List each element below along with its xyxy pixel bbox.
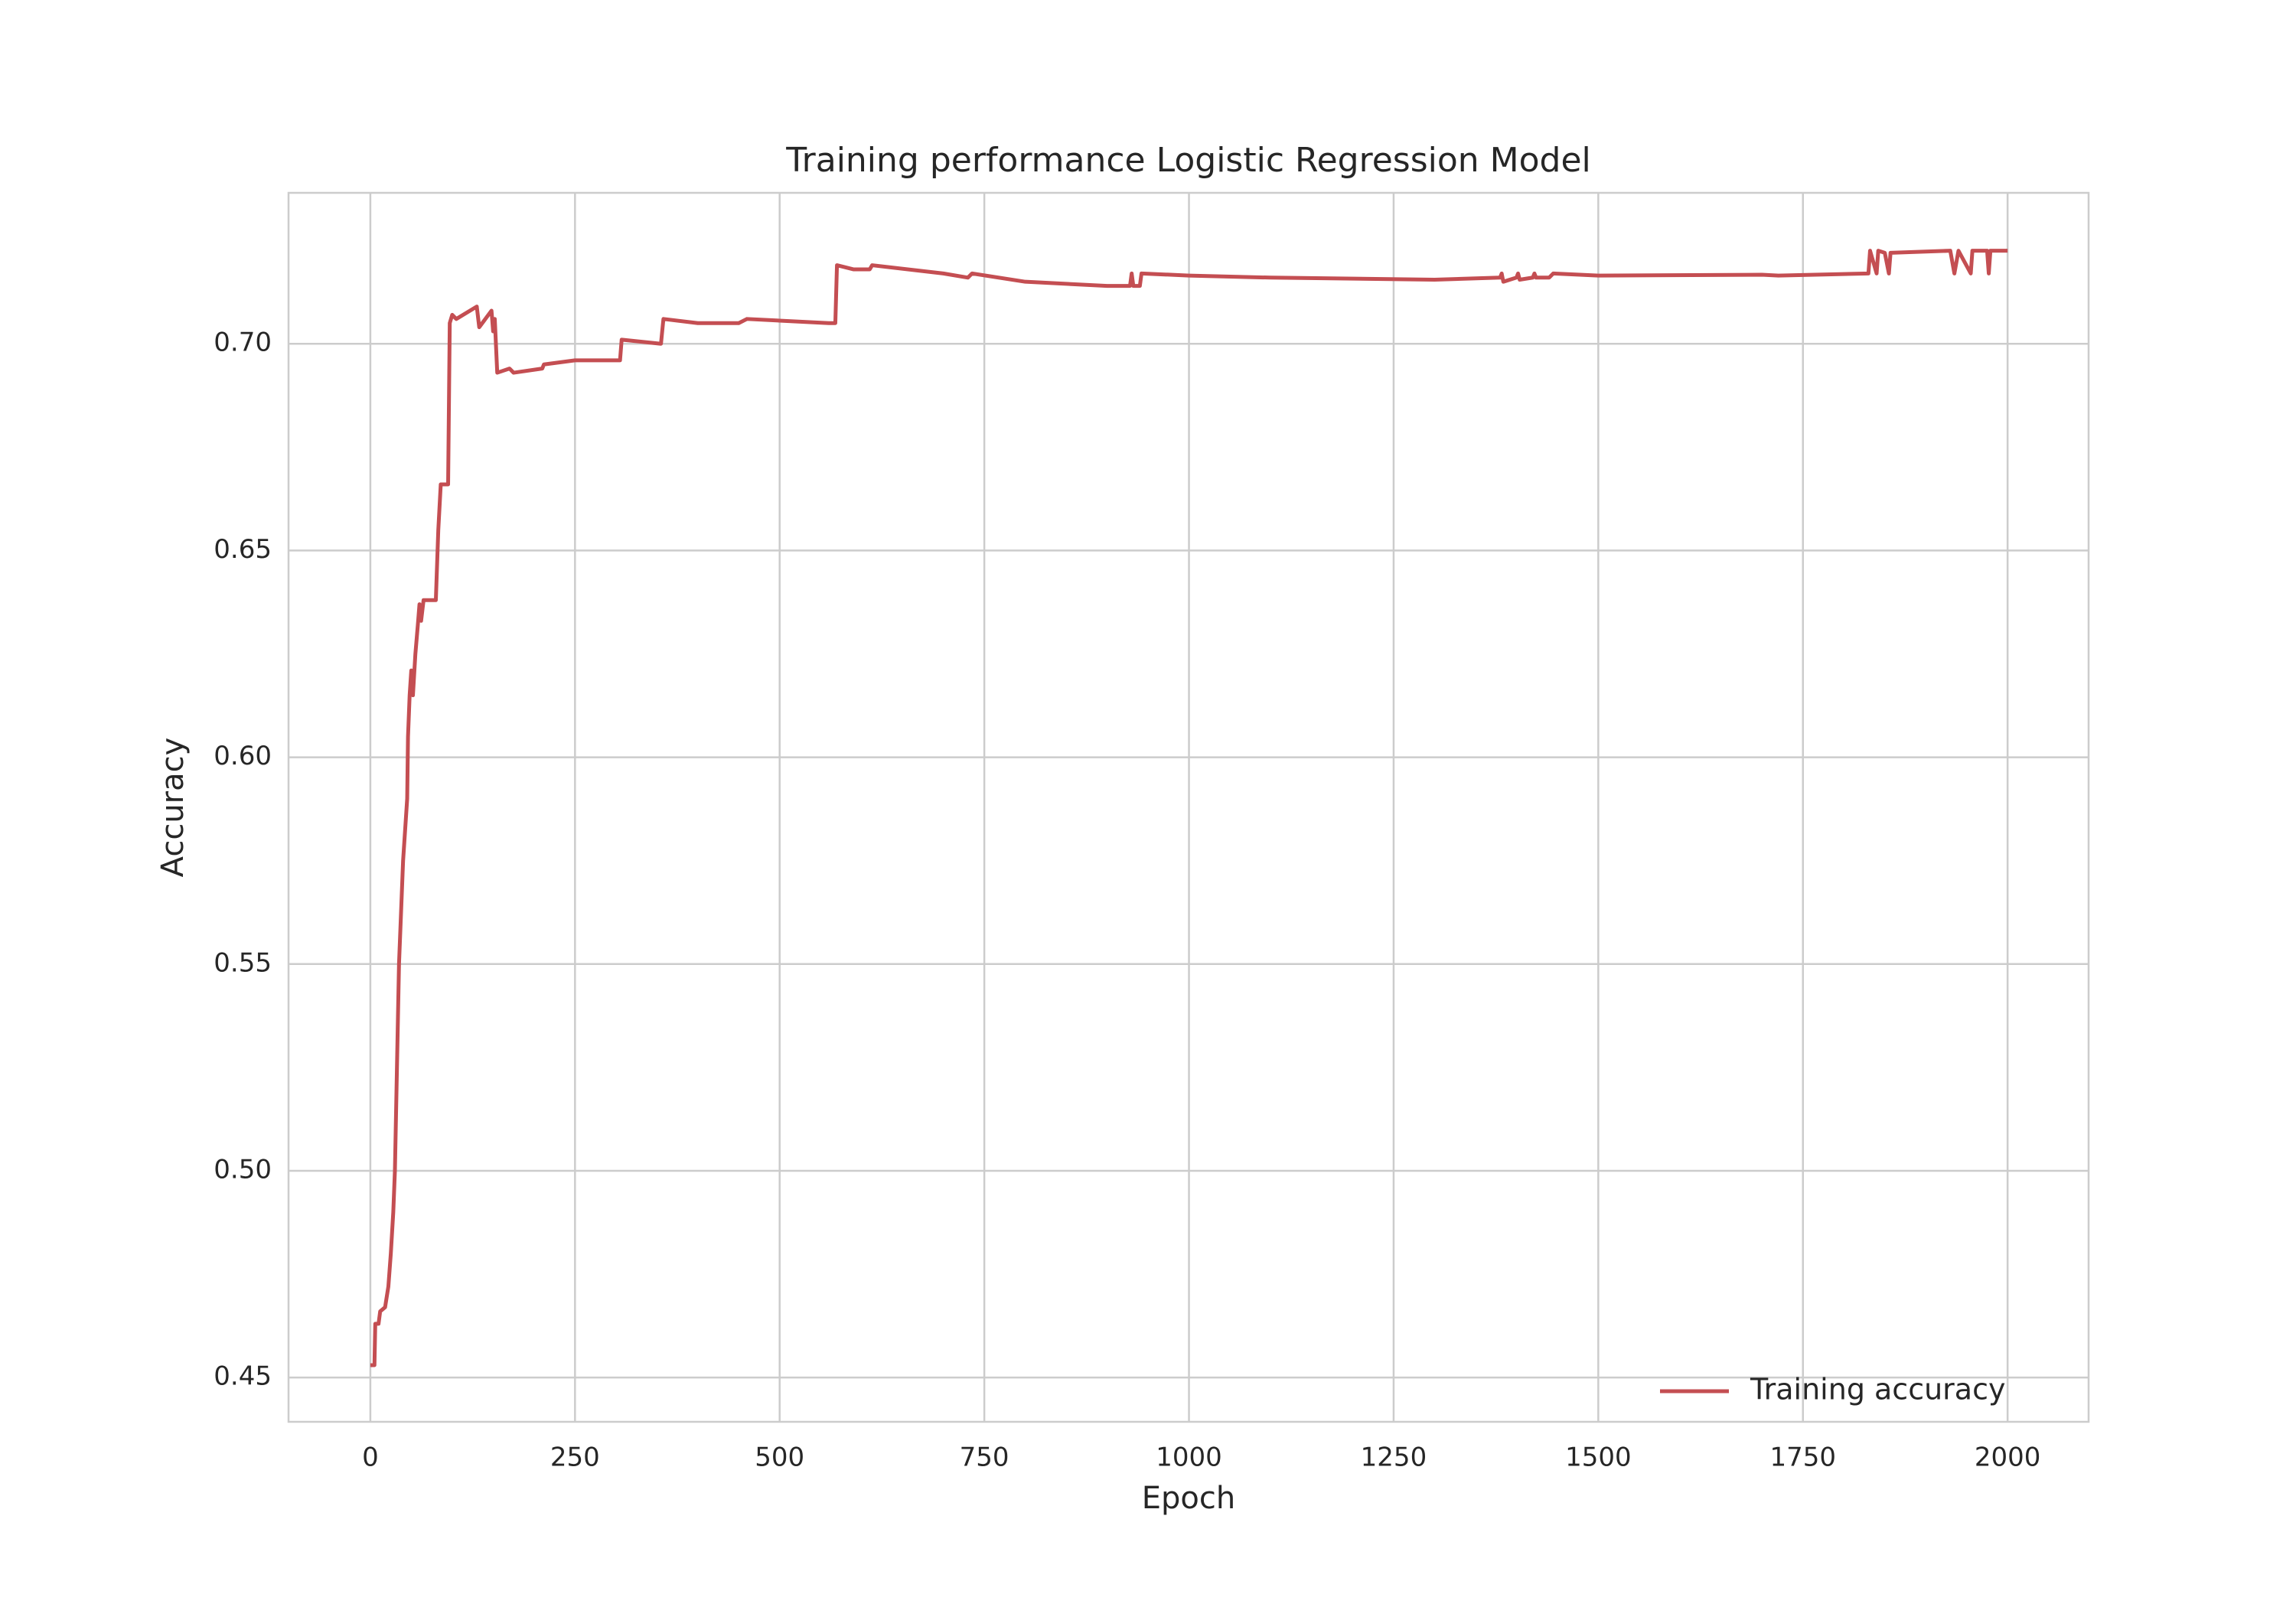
y-tick-label: 0.60 xyxy=(214,741,272,771)
y-tick-label: 0.55 xyxy=(214,947,272,978)
x-tick-label: 250 xyxy=(550,1442,600,1473)
legend-label: Training accuracy xyxy=(1750,1373,2005,1407)
x-tick-label: 1500 xyxy=(1565,1442,1632,1473)
x-tick-label: 0 xyxy=(362,1442,379,1473)
plot-frame xyxy=(287,191,2090,1423)
x-tick-label: 1750 xyxy=(1769,1442,1836,1473)
y-tick-label: 0.70 xyxy=(214,328,272,358)
y-axis-label: Accuracy xyxy=(155,738,191,878)
x-axis-label: Epoch xyxy=(1142,1481,1235,1516)
x-tick-label: 2000 xyxy=(1975,1442,2041,1473)
x-tick-label: 1250 xyxy=(1361,1442,1427,1473)
y-tick-label: 0.65 xyxy=(214,534,272,565)
data-line xyxy=(370,249,2008,1367)
x-tick-label: 1000 xyxy=(1156,1442,1222,1473)
x-tick-label: 750 xyxy=(960,1442,1009,1473)
chart-title: Training performance Logistic Regression… xyxy=(785,141,1591,180)
y-tick-label: 0.50 xyxy=(214,1154,272,1185)
x-tick-label: 500 xyxy=(755,1442,804,1473)
y-tick-label: 0.45 xyxy=(214,1361,272,1392)
